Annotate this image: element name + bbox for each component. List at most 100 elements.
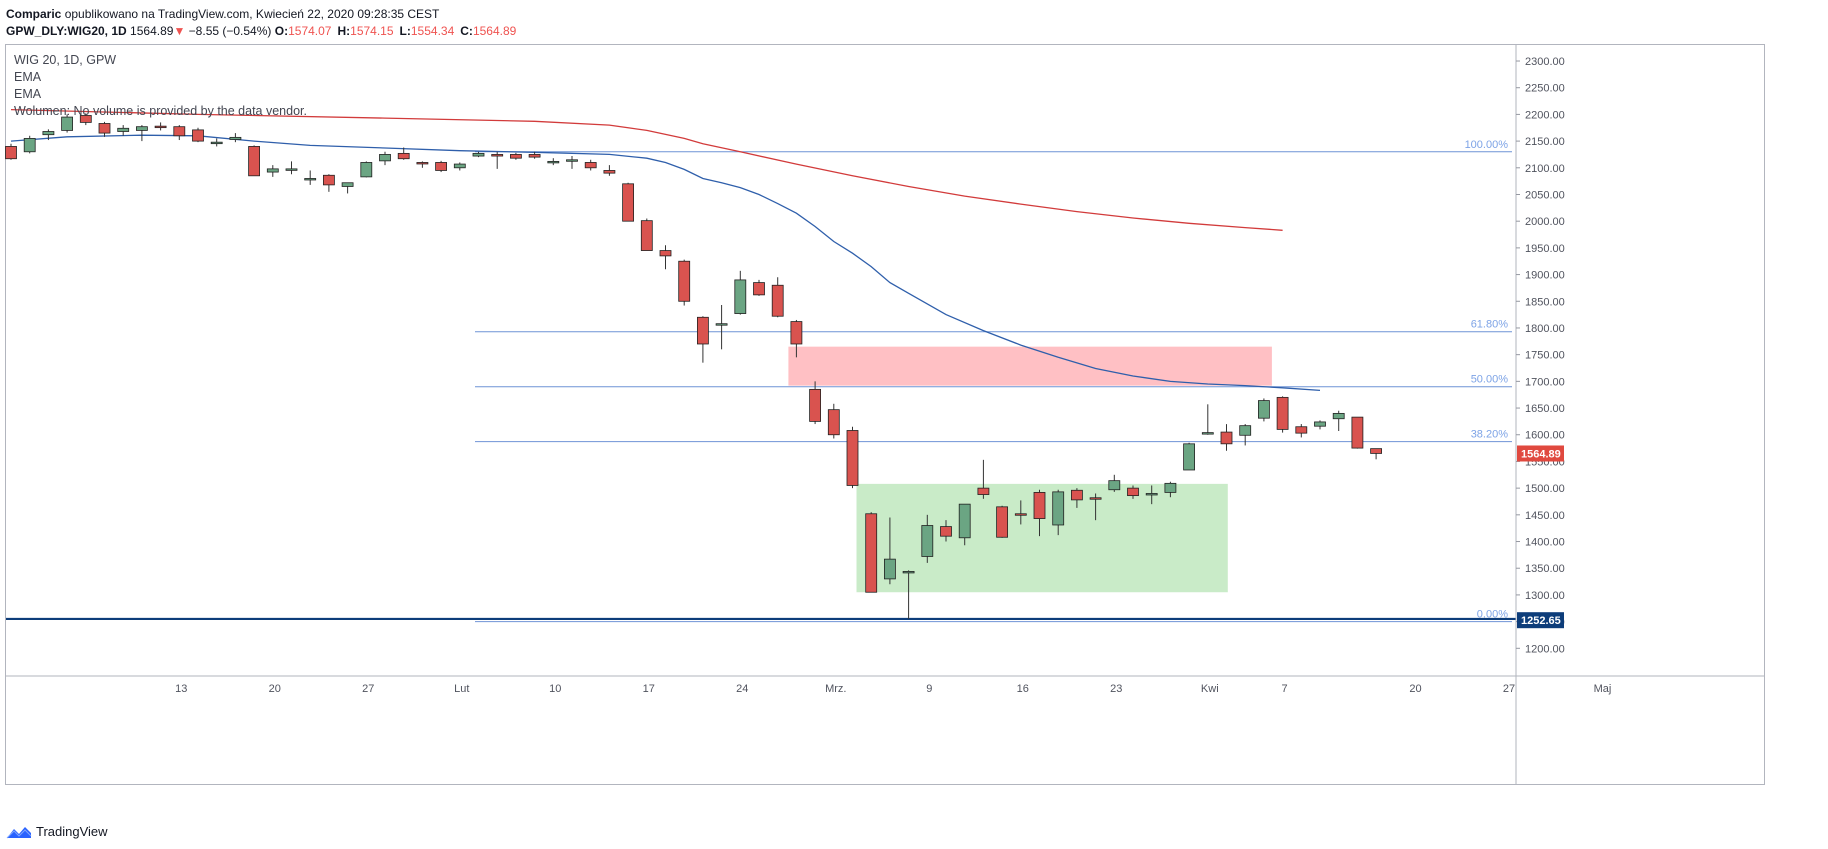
tradingview-brand: TradingView	[36, 824, 108, 839]
candle-body	[547, 160, 560, 164]
candle-body	[472, 152, 485, 157]
price-tick-label: 1450.00	[1525, 510, 1565, 522]
candle	[304, 170, 317, 185]
candle-body	[1351, 416, 1364, 449]
candle-body	[1183, 443, 1195, 471]
price-tick-label: 1200.00	[1525, 643, 1565, 655]
candle	[884, 517, 896, 585]
support-price-tag-bg	[1517, 612, 1564, 629]
candle	[1033, 489, 1046, 537]
candle	[154, 122, 167, 131]
candle-body	[135, 126, 148, 131]
candle	[902, 570, 915, 619]
candle-body	[98, 123, 111, 134]
candle-body	[697, 316, 709, 345]
legend-volume[interactable]: Wolumen: No volume is provided by the da…	[14, 104, 307, 118]
candle	[528, 151, 541, 159]
candle-body	[117, 127, 130, 132]
candle-body	[884, 558, 896, 580]
candle	[1052, 489, 1065, 536]
candle	[98, 121, 111, 137]
candle	[1276, 396, 1289, 433]
time-tick-label: 7	[1282, 683, 1288, 695]
footer-branding[interactable]: TradingView	[6, 824, 108, 839]
candle-body	[1145, 493, 1158, 496]
price-tick-label: 1850.00	[1525, 296, 1565, 308]
candle-body	[734, 279, 747, 314]
high-value: 1574.15	[350, 24, 394, 38]
candle-body	[435, 162, 448, 171]
candle	[977, 459, 990, 499]
time-tick-label: 16	[1017, 683, 1029, 695]
candle	[1220, 424, 1233, 451]
price-tick-label: 1650.00	[1525, 403, 1565, 415]
candle-body	[771, 284, 784, 317]
legend-ema-1[interactable]: EMA	[14, 70, 42, 84]
candle	[846, 426, 859, 489]
low-value: 1554.34	[410, 24, 455, 38]
ema-slow-line	[10, 108, 1283, 231]
price-tick-label: 1500.00	[1525, 483, 1565, 495]
time-tick-label: 10	[549, 683, 561, 695]
time-tick-label: 20	[269, 683, 281, 695]
price-tick-label: 2100.00	[1525, 163, 1565, 175]
candle-body	[42, 131, 55, 136]
ema-fast-line	[10, 134, 1321, 392]
candle-body	[865, 513, 878, 593]
resistance-zone	[788, 346, 1272, 386]
open-value: 1574.07	[288, 24, 332, 38]
fib-level-label: 38.20%	[1471, 429, 1509, 441]
candle-body	[1014, 513, 1027, 516]
candle-body	[1258, 400, 1270, 419]
candle-body	[1295, 426, 1308, 434]
candle	[678, 259, 691, 306]
candle-body	[397, 152, 410, 160]
candle-body	[1071, 489, 1083, 501]
close-label: C:	[460, 24, 473, 38]
last-price: 1564.89	[130, 24, 174, 38]
candle	[210, 138, 223, 147]
last-price-tag-bg	[1517, 445, 1564, 462]
publish-line: Comparic opublikowano na TradingView.com…	[6, 6, 522, 22]
author-name[interactable]: Comparic	[6, 7, 62, 21]
candle-body	[491, 154, 504, 157]
time-tick-label: Mrz.	[825, 683, 846, 695]
candle-body	[1201, 432, 1214, 435]
candle-body	[622, 183, 634, 222]
candle-body	[659, 250, 672, 257]
candle	[547, 158, 560, 166]
candle	[1108, 474, 1121, 492]
candle-body	[285, 168, 298, 171]
candle-body	[827, 409, 840, 436]
candle-body	[678, 260, 691, 302]
high-label: H:	[337, 24, 351, 38]
candle-body	[1089, 497, 1102, 500]
last-price-tag: 1564.89	[1521, 448, 1561, 460]
time-tick-label: Maj	[1594, 683, 1612, 695]
candle	[1201, 404, 1214, 435]
legend-symbol[interactable]: WIG 20, 1D, GPW	[14, 53, 117, 67]
fib-level-label: 0.00%	[1477, 609, 1508, 621]
candle-body	[715, 323, 728, 326]
candle-body	[192, 129, 204, 142]
candle	[435, 160, 448, 173]
price-tick-label: 1900.00	[1525, 270, 1565, 282]
candle-body	[1370, 448, 1382, 454]
time-tick-label: 24	[736, 683, 748, 695]
candle-body	[566, 159, 578, 162]
candle	[509, 152, 522, 160]
indicator-legend: WIG 20, 1D, GPW EMA EMA Wolumen: No volu…	[14, 52, 307, 120]
candle-body	[940, 526, 952, 537]
legend-ema-2[interactable]: EMA	[14, 87, 42, 101]
price-change: −8.55 (−0.54%)	[188, 24, 272, 38]
price-tick-label: 1400.00	[1525, 537, 1565, 549]
price-tick-label: 2250.00	[1525, 83, 1565, 95]
candle	[715, 305, 728, 350]
candle-body	[322, 174, 335, 186]
candle	[117, 125, 130, 136]
candle-body	[248, 146, 261, 177]
time-tick-label: Kwi	[1201, 683, 1219, 695]
price-tick-label: 2000.00	[1525, 216, 1565, 228]
symbol-label[interactable]: GPW_DLY:WIG20, 1D	[6, 24, 127, 38]
